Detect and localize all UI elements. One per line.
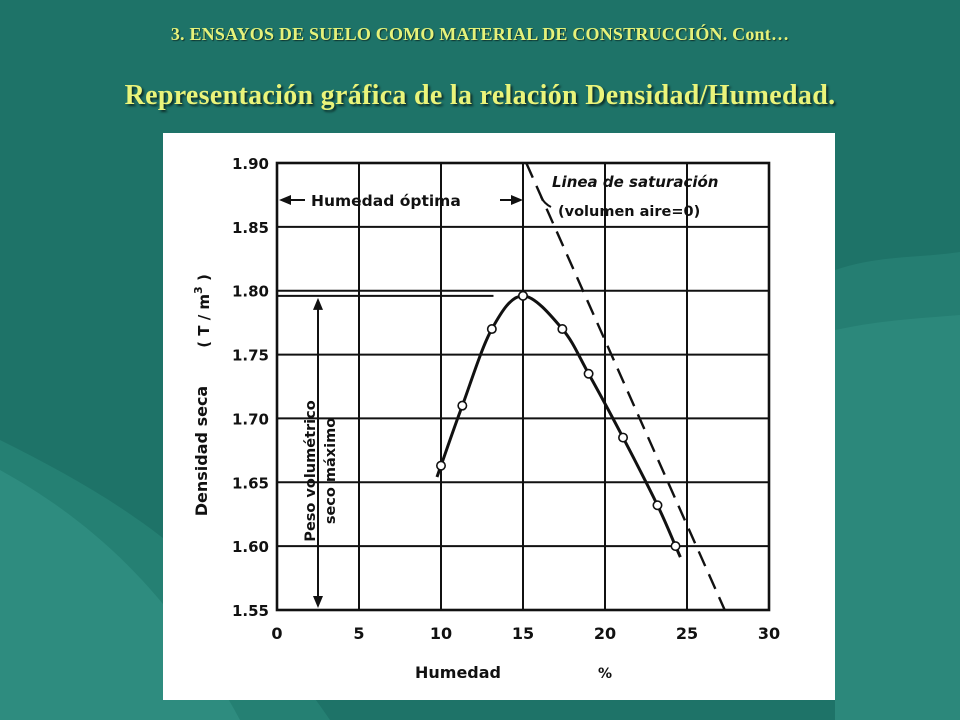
data-point xyxy=(557,324,568,335)
saturacion-label-pointer xyxy=(540,196,552,208)
y-axis-label: Densidad seca xyxy=(192,386,211,516)
y-tick-labels: 1.55 1.60 1.65 1.70 1.75 1.80 1.85 1.90 xyxy=(232,155,269,620)
y-axis-unit: ( T / m3 ) xyxy=(192,274,213,348)
background-swoosh-right-inner xyxy=(835,315,960,720)
annotation-saturacion-line2: (volumen aire=0) xyxy=(558,204,700,220)
annotation-saturacion-line1: Linea de saturación xyxy=(552,173,718,191)
x-axis-label: Humedad xyxy=(415,663,501,682)
optimum-bracket-arrow-right xyxy=(511,195,523,205)
x-tick-labels: 0 5 10 15 20 25 30 xyxy=(271,624,780,643)
data-point xyxy=(486,324,497,335)
x-tick-label: 15 xyxy=(512,624,534,643)
annotation-humedad-optima: Humedad óptima xyxy=(311,192,461,210)
x-tick-label: 30 xyxy=(758,624,780,643)
y-axis-label-group: Densidad seca xyxy=(192,386,211,516)
y-tick-label: 1.65 xyxy=(232,474,269,492)
figure-panel: 1.55 1.60 1.65 1.70 1.75 1.80 1.85 1.90 0 5 10 15 2… xyxy=(163,133,835,700)
saturation-line xyxy=(525,162,726,611)
x-tick-label: 0 xyxy=(271,624,282,643)
y-tick-label: 1.70 xyxy=(232,410,269,428)
data-point xyxy=(618,432,629,443)
y-tick-label: 1.80 xyxy=(232,283,269,301)
y-axis-unit-power: 3 xyxy=(192,286,205,294)
y-tick-label: 1.75 xyxy=(232,347,269,365)
slide-header: 3. ENSAYOS DE SUELO COMO MATERIAL DE CON… xyxy=(170,24,790,44)
y-tick-label: 1.90 xyxy=(232,155,269,173)
y-tick-label: 1.85 xyxy=(232,219,269,237)
plot-frame xyxy=(275,161,771,612)
data-point xyxy=(435,460,446,471)
slide-title: Representación gráfica de la relación De… xyxy=(124,80,836,111)
background-swoosh-right xyxy=(835,252,960,720)
y-axis-unit-base: ( T / m xyxy=(195,294,213,348)
data-point xyxy=(670,541,681,552)
y-tick-label: 1.60 xyxy=(232,538,269,556)
x-tick-label: 5 xyxy=(353,624,364,643)
x-tick-label: 25 xyxy=(676,624,698,643)
x-tick-label: 20 xyxy=(594,624,616,643)
data-point xyxy=(457,400,468,411)
x-tick-label: 10 xyxy=(430,624,452,643)
y-axis-unit-close: ) xyxy=(195,274,213,286)
max-density-arrow-head-top xyxy=(313,297,323,310)
data-point xyxy=(517,290,528,301)
annotations: Humedad óptima Linea de saturación (volu… xyxy=(277,173,718,608)
optimum-bracket-arrow-left xyxy=(279,195,291,205)
plot-border xyxy=(275,161,771,612)
annotation-peso-line2: seco máximo xyxy=(323,418,339,524)
data-point xyxy=(583,368,594,379)
max-density-arrow-head-bottom xyxy=(313,596,323,608)
y-axis-unit-group: ( T / m3 ) xyxy=(192,274,213,348)
density-moisture-chart: 1.55 1.60 1.65 1.70 1.75 1.80 1.85 1.90 0 5 10 15 2… xyxy=(192,155,780,682)
series xyxy=(435,162,726,611)
annotation-peso-line1: Peso volumétrico xyxy=(303,400,319,541)
data-point xyxy=(652,500,663,511)
x-axis-unit: % xyxy=(598,666,612,682)
y-tick-label: 1.55 xyxy=(232,602,269,620)
